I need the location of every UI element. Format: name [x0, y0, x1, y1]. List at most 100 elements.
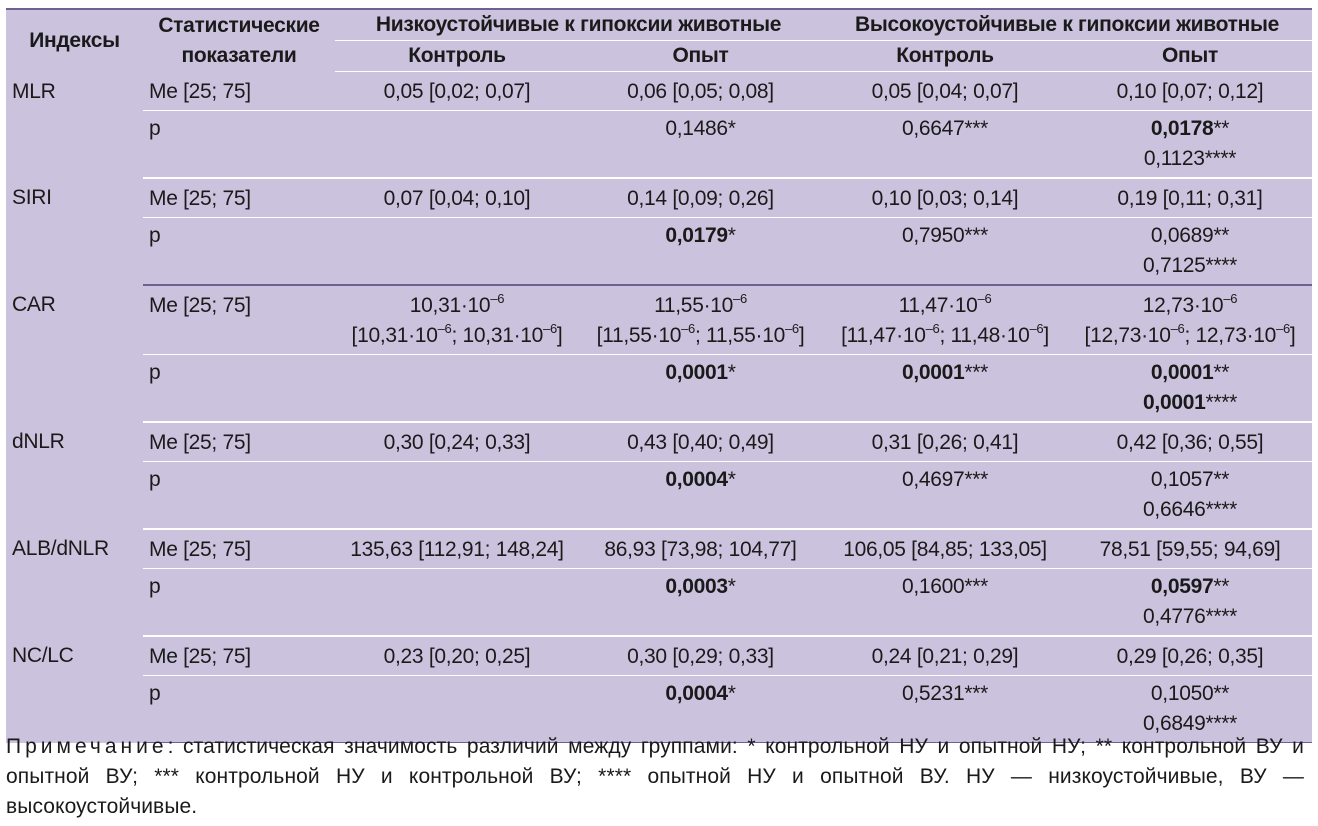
significance-mark: *** — [964, 682, 989, 705]
significance-mark: *** — [964, 224, 989, 247]
empty-cell — [335, 354, 579, 423]
median-value: 0,19 [0,11; 0,31] — [1068, 178, 1312, 218]
p-value: 0,0001 — [665, 361, 728, 384]
header-statistics: Статистические показатели — [143, 8, 335, 72]
p-line: 0,1057** — [1074, 465, 1306, 495]
range-close: ] — [1043, 324, 1049, 347]
stat-label-median: Me [25; 75] — [143, 178, 335, 218]
p-cell: 0,1486* — [579, 110, 822, 179]
table-row: p 0,0004* 0,5231*** 0,1050** 0,6849**** — [6, 675, 1312, 743]
p-value: 0,7125 — [1143, 254, 1206, 277]
p-cell: 0,0179* — [579, 217, 822, 286]
p-line: 0,0689** — [1074, 221, 1306, 251]
significance-mark: * — [727, 361, 736, 384]
median-value: 0,43 [0,40; 0,49] — [579, 422, 822, 462]
range-line: [11,55·10–6; 11,55·10–6] — [585, 321, 816, 351]
p-value: 0,5231 — [901, 682, 965, 705]
median-value: 0,24 [0,21; 0,29] — [822, 636, 1068, 676]
exponent: –6 — [1170, 321, 1185, 336]
p-line: 0,6849**** — [1074, 709, 1306, 739]
exponent: –6 — [490, 291, 505, 306]
significance-mark: *** — [964, 361, 989, 384]
p-cell: 0,0001** 0,0001**** — [1068, 354, 1312, 423]
table-row: p 0,0001* 0,0001*** 0,0001** 0,0001**** — [6, 354, 1312, 423]
significance-mark: *** — [964, 468, 989, 491]
significance-mark: **** — [1205, 391, 1237, 414]
significance-mark: * — [727, 468, 736, 491]
header-indices: Индексы — [6, 8, 143, 72]
stat-label-p: p — [143, 568, 335, 637]
significance-mark: ** — [1213, 682, 1230, 705]
table-row: MLR Me [25; 75] 0,05 [0,02; 0,07] 0,06 [0,0… — [6, 71, 1312, 111]
median-value: 0,29 [0,26; 0,35] — [1068, 636, 1312, 676]
stat-label-median: Me [25; 75] — [143, 71, 335, 111]
median-line: 10,31·10–6 — [341, 291, 573, 321]
stat-label-p: p — [143, 461, 335, 530]
p-value: 0,1050 — [1150, 682, 1214, 705]
empty-cell — [335, 110, 579, 179]
p-value: 0,1123 — [1143, 147, 1205, 170]
median-value: 0,06 [0,05; 0,08] — [579, 71, 822, 111]
p-line: 0,6646**** — [1074, 495, 1306, 525]
significance-mark: ** — [1213, 575, 1230, 598]
p-cell: 0,0001* — [579, 354, 822, 423]
exponent: –6 — [437, 321, 452, 336]
table-row: NC/LC Me [25; 75] 0,23 [0,20; 0,25] 0,30 [0… — [6, 636, 1312, 676]
significance-mark: * — [727, 224, 736, 247]
p-cell: 0,0004* — [579, 461, 822, 530]
p-value: 0,0179 — [665, 224, 728, 247]
p-line: 0,1050** — [1074, 679, 1306, 709]
empty-cell — [335, 675, 579, 743]
median-value: 0,05 [0,02; 0,07] — [335, 71, 579, 111]
median-value: 0,14 [0,09; 0,26] — [579, 178, 822, 218]
exponent: –6 — [1223, 291, 1238, 306]
median-line: 11,55·10–6 — [585, 291, 816, 321]
p-value: 0,1057 — [1150, 468, 1214, 491]
table-row: ALB/dNLR Me [25; 75] 135,63 [112,91; 148,2… — [6, 529, 1312, 569]
median-mantissa: 11,55·10 — [654, 294, 734, 317]
empty-cell — [335, 217, 579, 286]
range-low: [12,73·10 — [1084, 324, 1171, 347]
significance-mark: **** — [1205, 498, 1237, 521]
p-value: 0,0001 — [1150, 361, 1214, 384]
median-value: 0,30 [0,29; 0,33] — [579, 636, 822, 676]
index-name: MLR — [12, 79, 56, 103]
median-value: 86,93 [73,98; 104,77] — [579, 529, 822, 569]
p-line: 0,0001**** — [1074, 388, 1306, 418]
p-value: 0,0004 — [665, 682, 728, 705]
stat-label-p: p — [143, 354, 335, 423]
p-cell: 0,1057** 0,6646**** — [1068, 461, 1312, 530]
p-cell: 0,4697*** — [822, 461, 1068, 530]
range-line: [12,73·10–6; 12,73·10–6] — [1074, 321, 1306, 351]
empty-cell — [335, 568, 579, 637]
p-value: 0,0597 — [1150, 575, 1214, 598]
range-low: [11,47·10 — [841, 324, 926, 347]
header-high-control: Контроль — [822, 40, 1068, 72]
table-row: p 0,1486* 0,6647*** 0,0178** 0,1123**** — [6, 110, 1312, 179]
median-mantissa: 10,31·10 — [409, 294, 491, 317]
p-line: 0,0001** — [1074, 358, 1306, 388]
stat-label-median: Me [25; 75] — [143, 529, 335, 569]
table-body: MLR Me [25; 75] 0,05 [0,02; 0,07] 0,06 [0,0… — [6, 71, 1312, 743]
significance-mark: *** — [964, 575, 989, 598]
table-row: dNLR Me [25; 75] 0,30 [0,24; 0,33] 0,43 [0,… — [6, 422, 1312, 462]
exponent: –6 — [925, 321, 940, 336]
median-value: 12,73·10–6 [12,73·10–6; 12,73·10–6] — [1068, 285, 1312, 355]
median-value: 11,47·10–6 [11,47·10–6; 11,48·10–6] — [822, 285, 1068, 355]
table-note: Примечание: статистическая значимость ра… — [6, 732, 1304, 822]
table-row: p 0,0179* 0,7950*** 0,0689** 0,7125**** — [6, 217, 1312, 286]
median-value: 0,10 [0,03; 0,14] — [822, 178, 1068, 218]
statistics-table: Индексы Статистические показатели Низкоу… — [6, 8, 1312, 743]
significance-mark: * — [727, 117, 736, 140]
range-close: ] — [798, 324, 805, 347]
p-cell: 0,0689** 0,7125**** — [1068, 217, 1312, 286]
median-mantissa: 11,47·10 — [898, 294, 978, 317]
exponent: –6 — [733, 291, 747, 306]
significance-mark: * — [727, 682, 736, 705]
p-value: 0,0001 — [1143, 391, 1206, 414]
p-line: 0,1123**** — [1074, 144, 1306, 174]
stat-label-median: Me [25; 75] — [143, 422, 335, 462]
header-high-experiment: Опыт — [1068, 40, 1312, 72]
table-row: CAR Me [25; 75] 10,31·10–6 [10,31·10–6; 10,… — [6, 285, 1312, 355]
median-value: 11,55·10–6 [11,55·10–6; 11,55·10–6] — [579, 285, 822, 355]
